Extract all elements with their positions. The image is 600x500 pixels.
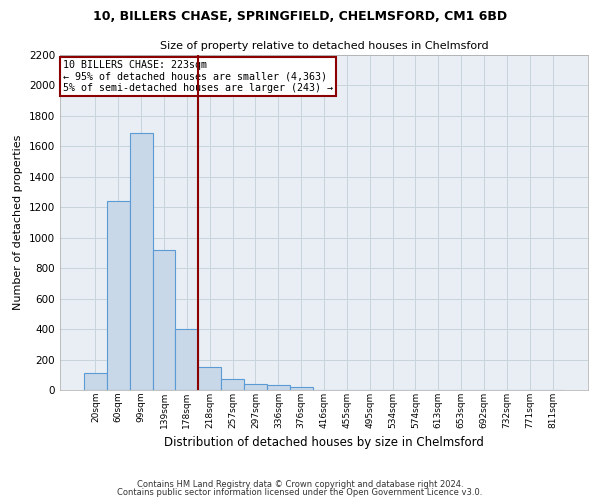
Bar	[244, 384, 267, 390]
Bar	[130, 132, 152, 390]
Bar	[84, 373, 107, 390]
Title: Size of property relative to detached houses in Chelmsford: Size of property relative to detached ho…	[160, 42, 488, 51]
Bar	[221, 378, 244, 390]
X-axis label: Distribution of detached houses by size in Chelmsford: Distribution of detached houses by size …	[164, 436, 484, 449]
Bar	[175, 329, 198, 390]
Bar	[290, 387, 313, 390]
Bar	[198, 367, 221, 390]
Bar	[152, 250, 175, 390]
Y-axis label: Number of detached properties: Number of detached properties	[13, 135, 23, 310]
Text: 10, BILLERS CHASE, SPRINGFIELD, CHELMSFORD, CM1 6BD: 10, BILLERS CHASE, SPRINGFIELD, CHELMSFO…	[93, 10, 507, 23]
Bar	[267, 386, 290, 390]
Text: Contains HM Land Registry data © Crown copyright and database right 2024.: Contains HM Land Registry data © Crown c…	[137, 480, 463, 489]
Text: Contains public sector information licensed under the Open Government Licence v3: Contains public sector information licen…	[118, 488, 482, 497]
Bar	[107, 201, 130, 390]
Text: 10 BILLERS CHASE: 223sqm
← 95% of detached houses are smaller (4,363)
5% of semi: 10 BILLERS CHASE: 223sqm ← 95% of detach…	[62, 60, 332, 93]
